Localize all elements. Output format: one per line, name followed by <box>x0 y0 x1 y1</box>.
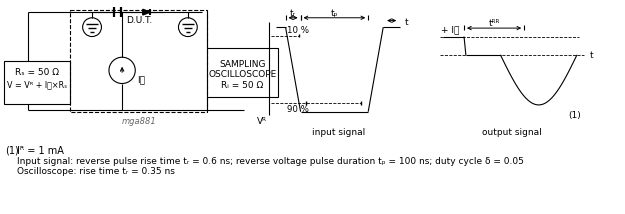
Text: SAMPLING: SAMPLING <box>219 60 266 69</box>
Text: I₟: I₟ <box>137 75 145 84</box>
Text: Oscilloscope: rise time tᵣ = 0.35 ns: Oscilloscope: rise time tᵣ = 0.35 ns <box>17 167 175 176</box>
Text: 10 %: 10 % <box>288 26 309 35</box>
Text: mga881: mga881 <box>122 117 156 126</box>
Text: t: t <box>405 18 409 27</box>
Text: Iᴿ = 1 mA: Iᴿ = 1 mA <box>17 146 64 156</box>
Text: (1): (1) <box>569 111 581 120</box>
Text: D.U.T.: D.U.T. <box>126 16 152 25</box>
Text: tₚ: tₚ <box>331 9 338 18</box>
Polygon shape <box>142 9 150 15</box>
Text: Rᵢ = 50 Ω: Rᵢ = 50 Ω <box>221 81 264 90</box>
Text: 90 %: 90 % <box>288 105 309 114</box>
Text: input signal: input signal <box>312 128 366 137</box>
Text: OSCILLOSCOPE: OSCILLOSCOPE <box>208 70 276 79</box>
Text: t: t <box>590 51 594 60</box>
Text: Vᴿ: Vᴿ <box>257 117 267 126</box>
Text: + I₟: + I₟ <box>441 26 459 35</box>
Bar <box>4 61 69 104</box>
Bar <box>207 48 278 97</box>
Text: tᵣ: tᵣ <box>290 9 296 18</box>
Text: Input signal: reverse pulse rise time tᵣ = 0.6 ns; reverse voltage pulse duratio: Input signal: reverse pulse rise time tᵣ… <box>17 157 524 166</box>
Text: output signal: output signal <box>482 128 542 137</box>
Bar <box>71 10 207 112</box>
Text: tᴿᴿ: tᴿᴿ <box>488 19 500 28</box>
Text: Rₛ = 50 Ω: Rₛ = 50 Ω <box>14 68 59 77</box>
Text: V = Vᴿ + I₟×Rₛ: V = Vᴿ + I₟×Rₛ <box>7 80 67 89</box>
Text: (1): (1) <box>5 146 19 156</box>
